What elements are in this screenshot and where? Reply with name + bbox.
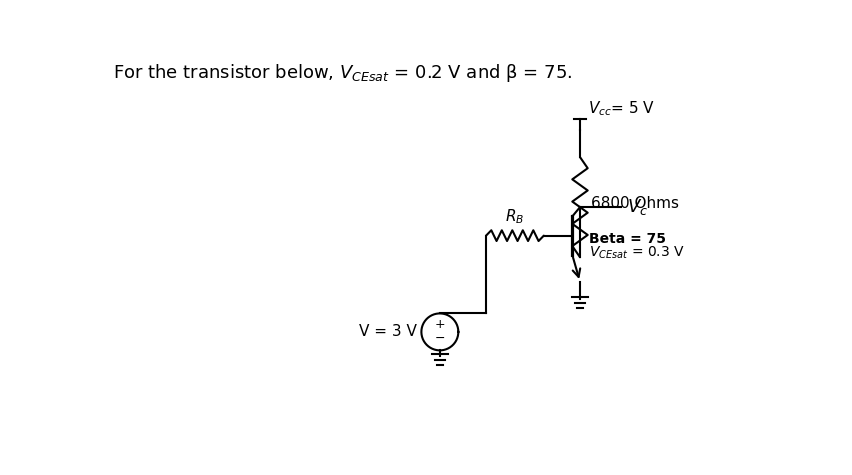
Text: −: − — [435, 332, 445, 345]
Text: 6800 Ohms: 6800 Ohms — [590, 196, 678, 211]
Text: For the transistor below, $V_{CEsat}$ = 0.2 V and β = 75.: For the transistor below, $V_{CEsat}$ = … — [112, 62, 571, 85]
Text: $V_c$: $V_c$ — [626, 197, 648, 217]
Text: Beta = 75: Beta = 75 — [589, 232, 665, 247]
Text: $V_{cc}$= 5 V: $V_{cc}$= 5 V — [587, 99, 654, 118]
Text: $V_{CEsat}$ = 0.3 V: $V_{CEsat}$ = 0.3 V — [589, 244, 684, 261]
Text: $R_B$: $R_B$ — [504, 208, 524, 227]
Text: V = 3 V: V = 3 V — [359, 324, 417, 340]
Text: +: + — [434, 318, 445, 332]
